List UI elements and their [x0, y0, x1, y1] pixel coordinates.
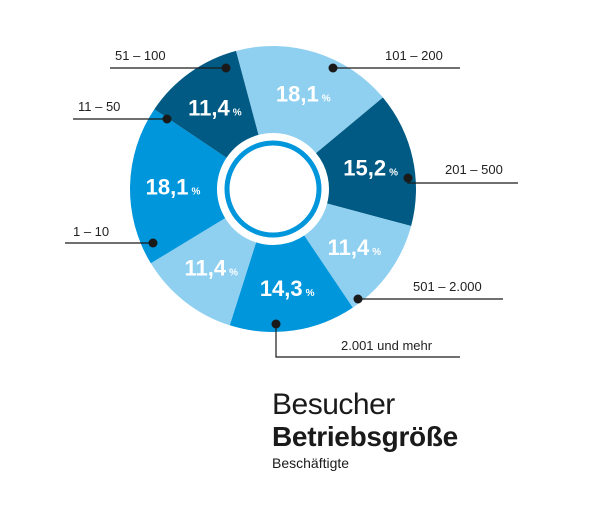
- value-number: 11,4: [184, 256, 226, 281]
- category-label-5: 11 – 50: [78, 99, 120, 114]
- leader-line-3: [275, 324, 460, 358]
- value-label-5: 18,1%: [146, 175, 201, 200]
- leader-dot-6: [221, 63, 231, 73]
- category-label-6: 51 – 100: [115, 48, 166, 63]
- slice-2: [304, 203, 412, 308]
- title-block: Besucher Betriebsgröße Beschäftigte: [272, 388, 458, 474]
- slice-6: [154, 50, 259, 158]
- leader-dot-1: [403, 173, 413, 183]
- category-label-2: 501 – 2.000: [413, 279, 482, 294]
- leader-line-1: [407, 178, 518, 184]
- leader-dot-2: [353, 294, 363, 304]
- value-label-2: 11,4%: [328, 235, 382, 260]
- slice-5: [130, 109, 227, 264]
- slice-4: [150, 218, 257, 326]
- leader-dot-0: [328, 63, 338, 73]
- value-number: 18,1: [276, 82, 319, 107]
- slice-3: [229, 235, 353, 332]
- value-unit: %: [233, 108, 242, 119]
- leader-lines-group: [65, 63, 518, 358]
- value-number: 15,2: [343, 156, 386, 181]
- leader-dot-4: [148, 238, 158, 248]
- leader-dot-3: [271, 319, 281, 329]
- value-label-0: 18,1%: [276, 82, 331, 107]
- value-unit: %: [372, 247, 381, 258]
- value-number: 11,4: [328, 235, 370, 260]
- value-label-4: 11,4%: [184, 256, 238, 281]
- category-label-0: 101 – 200: [385, 48, 443, 63]
- chart-caption: Beschäftigte: [272, 455, 350, 471]
- donut-chart: 18,1 %15,2 %11,4 %14,3 %11,4 %18,1 %11,4% 101 …: [65, 46, 518, 358]
- value-unit: %: [389, 168, 398, 179]
- category-label-4: 1 – 10: [73, 224, 109, 239]
- value-unit: %: [191, 187, 200, 198]
- value-number: 11,4: [188, 96, 230, 121]
- category-label-3: 2.001 und mehr: [341, 338, 433, 353]
- category-labels-group: 101 – 200 201 – 500 501 – 2.000 2.001 und m…: [73, 48, 503, 353]
- category-label-1: 201 – 500: [445, 162, 503, 177]
- value-unit: %: [229, 268, 238, 279]
- slice-1: [316, 97, 416, 227]
- value-label-6: 11,4%: [188, 96, 242, 121]
- slices-group: [130, 46, 416, 332]
- chart-subtitle: Betriebsgröße: [272, 421, 458, 452]
- value-number: 14,3: [260, 276, 303, 301]
- value-number: 18,1: [146, 175, 189, 200]
- value-label-3: 14,3%: [260, 276, 315, 301]
- chart-title: Besucher: [272, 388, 395, 421]
- slice-0: [235, 46, 383, 154]
- inner-ring: [224, 140, 322, 238]
- leader-dot-5: [162, 114, 172, 124]
- value-unit: %: [306, 288, 315, 299]
- value-label-1: 15,2%: [343, 156, 398, 181]
- value-unit: %: [322, 94, 331, 105]
- value-labels-group: 18,1 %15,2 %11,4 %14,3 %11,4 %18,1 %11,4%: [146, 82, 398, 301]
- center-hole: [233, 149, 313, 229]
